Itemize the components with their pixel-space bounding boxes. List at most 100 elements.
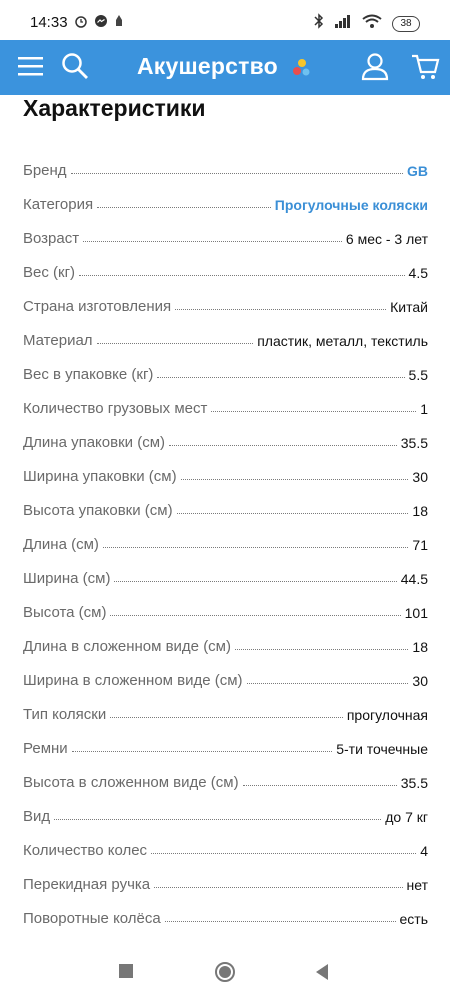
- spec-row: Перекидная ручка нет: [23, 859, 428, 893]
- dotted-leader: [157, 377, 405, 378]
- spec-label: Высота упаковки (см): [23, 502, 173, 519]
- spec-row: Длина в сложенном виде (см) 18: [23, 621, 428, 655]
- spec-label: Ширина в сложенном виде (см): [23, 672, 243, 689]
- spec-value: 35.5: [400, 775, 428, 791]
- spec-row: Бренд GB: [23, 145, 428, 179]
- dotted-leader: [54, 819, 382, 820]
- spec-label: Высота (см): [23, 604, 107, 621]
- spec-label: Вид: [23, 808, 51, 825]
- spec-label: Длина (см): [23, 536, 99, 553]
- spec-value: 4.5: [408, 265, 428, 281]
- dotted-leader: [71, 751, 333, 752]
- spec-row: Высота (см) 101: [23, 587, 428, 621]
- spec-label: Категория: [23, 196, 94, 213]
- dotted-leader: [151, 853, 417, 854]
- battery-icon: 38: [392, 15, 420, 32]
- spec-row: Количество колес 4: [23, 825, 428, 859]
- spec-value: 71: [412, 537, 428, 553]
- dotted-leader: [70, 173, 403, 174]
- app-header: Акушерство: [0, 40, 450, 95]
- spec-row: Высота в сложенном виде (см) 35.5: [23, 757, 428, 791]
- spec-row: Фиксация поворотных колесесть: [23, 927, 428, 945]
- spec-label: Материал: [23, 332, 93, 349]
- spec-value: 44.5: [400, 571, 428, 587]
- spec-value: 30: [412, 673, 428, 689]
- dotted-leader: [180, 479, 409, 480]
- spec-value: Китай: [390, 299, 428, 315]
- wifi-icon: [362, 14, 382, 34]
- spec-label: Количество колес: [23, 842, 148, 859]
- dotted-leader: [114, 581, 397, 582]
- dotted-leader: [102, 547, 409, 548]
- spec-value: 101: [404, 605, 428, 621]
- spec-value: 18: [412, 639, 428, 655]
- spec-row: Вид до 7 кг: [23, 791, 428, 825]
- dotted-leader: [79, 275, 405, 276]
- spec-value: 1: [420, 401, 428, 417]
- spec-value: нет: [406, 877, 428, 893]
- spec-label: Ширина упаковки (см): [23, 468, 177, 485]
- spec-row: Высота упаковки (см) 18: [23, 485, 428, 519]
- spec-label: Ремни: [23, 740, 68, 757]
- spec-label: Количество грузовых мест: [23, 400, 208, 417]
- user-icon[interactable]: [360, 51, 392, 83]
- spec-row: Поворотные колёса есть: [23, 893, 428, 927]
- dotted-leader: [175, 309, 387, 310]
- dotted-leader: [96, 343, 254, 344]
- spec-label: Фиксация поворотных колес: [23, 944, 221, 945]
- dotted-leader: [154, 887, 403, 888]
- spec-label: Тип коляски: [23, 706, 107, 723]
- dotted-leader: [176, 513, 409, 514]
- back-button[interactable]: [314, 963, 330, 986]
- spec-row: Количество грузовых мест 1: [23, 383, 428, 417]
- spec-value: пластик, металл, текстиль: [257, 333, 428, 349]
- cart-icon[interactable]: [410, 51, 442, 83]
- menu-icon[interactable]: [16, 51, 48, 83]
- spec-label: Вес в упаковке (кг): [23, 366, 154, 383]
- spec-value: 4: [420, 843, 428, 859]
- spec-row: Длина упаковки (см) 35.5: [23, 417, 428, 451]
- spec-label: Ширина (см): [23, 570, 111, 587]
- spec-value: есть: [399, 911, 429, 927]
- messenger-icon: [94, 14, 108, 33]
- dotted-leader: [246, 683, 409, 684]
- spec-row: Длина (см) 71: [23, 519, 428, 553]
- signal-icon: [334, 14, 352, 33]
- spec-row: Вес (кг) 4.5: [23, 247, 428, 281]
- spec-list: Бренд GB Категория Прогулочные коляски Возра…: [23, 145, 428, 945]
- spec-label: Страна изготовления: [23, 298, 172, 315]
- spec-label: Длина в сложенном виде (см): [23, 638, 231, 655]
- system-nav-bar: [0, 945, 450, 1000]
- spec-value: до 7 кг: [385, 809, 428, 825]
- home-button[interactable]: [214, 961, 236, 988]
- spec-value: 6 мес - 3 лет: [345, 231, 428, 247]
- spec-row: Вес в упаковке (кг) 5.5: [23, 349, 428, 383]
- spec-row: Ремни 5-ти точечные: [23, 723, 428, 757]
- bluetooth-icon: [314, 13, 324, 34]
- spec-value: 5.5: [408, 367, 428, 383]
- dotted-leader: [169, 445, 397, 446]
- dotted-leader: [110, 615, 401, 616]
- spec-value-link[interactable]: GB: [407, 163, 428, 179]
- recent-apps-button[interactable]: [118, 963, 134, 984]
- status-time: 14:33: [30, 14, 68, 31]
- spec-value: 18: [412, 503, 428, 519]
- alarm-icon: [74, 14, 88, 33]
- spec-row: Страна изготовления Китай: [23, 281, 428, 315]
- spec-label: Поворотные колёса: [23, 910, 161, 927]
- dotted-leader: [83, 241, 342, 242]
- spec-row: Ширина в сложенном виде (см) 30: [23, 655, 428, 689]
- dotted-leader: [211, 411, 417, 412]
- dotted-leader: [235, 649, 409, 650]
- product-characteristics: Характеристики Бренд GB Категория Прогулочн…: [0, 95, 450, 945]
- search-icon[interactable]: [60, 51, 92, 83]
- logo-dots-icon: [293, 58, 311, 78]
- spec-value-link[interactable]: Прогулочные коляски: [274, 197, 428, 213]
- spec-row: Возраст 6 мес - 3 лет: [23, 213, 428, 247]
- status-bar: 14:33 38: [0, 0, 450, 40]
- spec-label: Вес (кг): [23, 264, 76, 281]
- spec-row: Материал пластик, металл, текстиль: [23, 315, 428, 349]
- spec-value: 35.5: [400, 435, 428, 451]
- section-title: Характеристики: [23, 95, 206, 121]
- logo-text[interactable]: Акушерство: [137, 53, 278, 79]
